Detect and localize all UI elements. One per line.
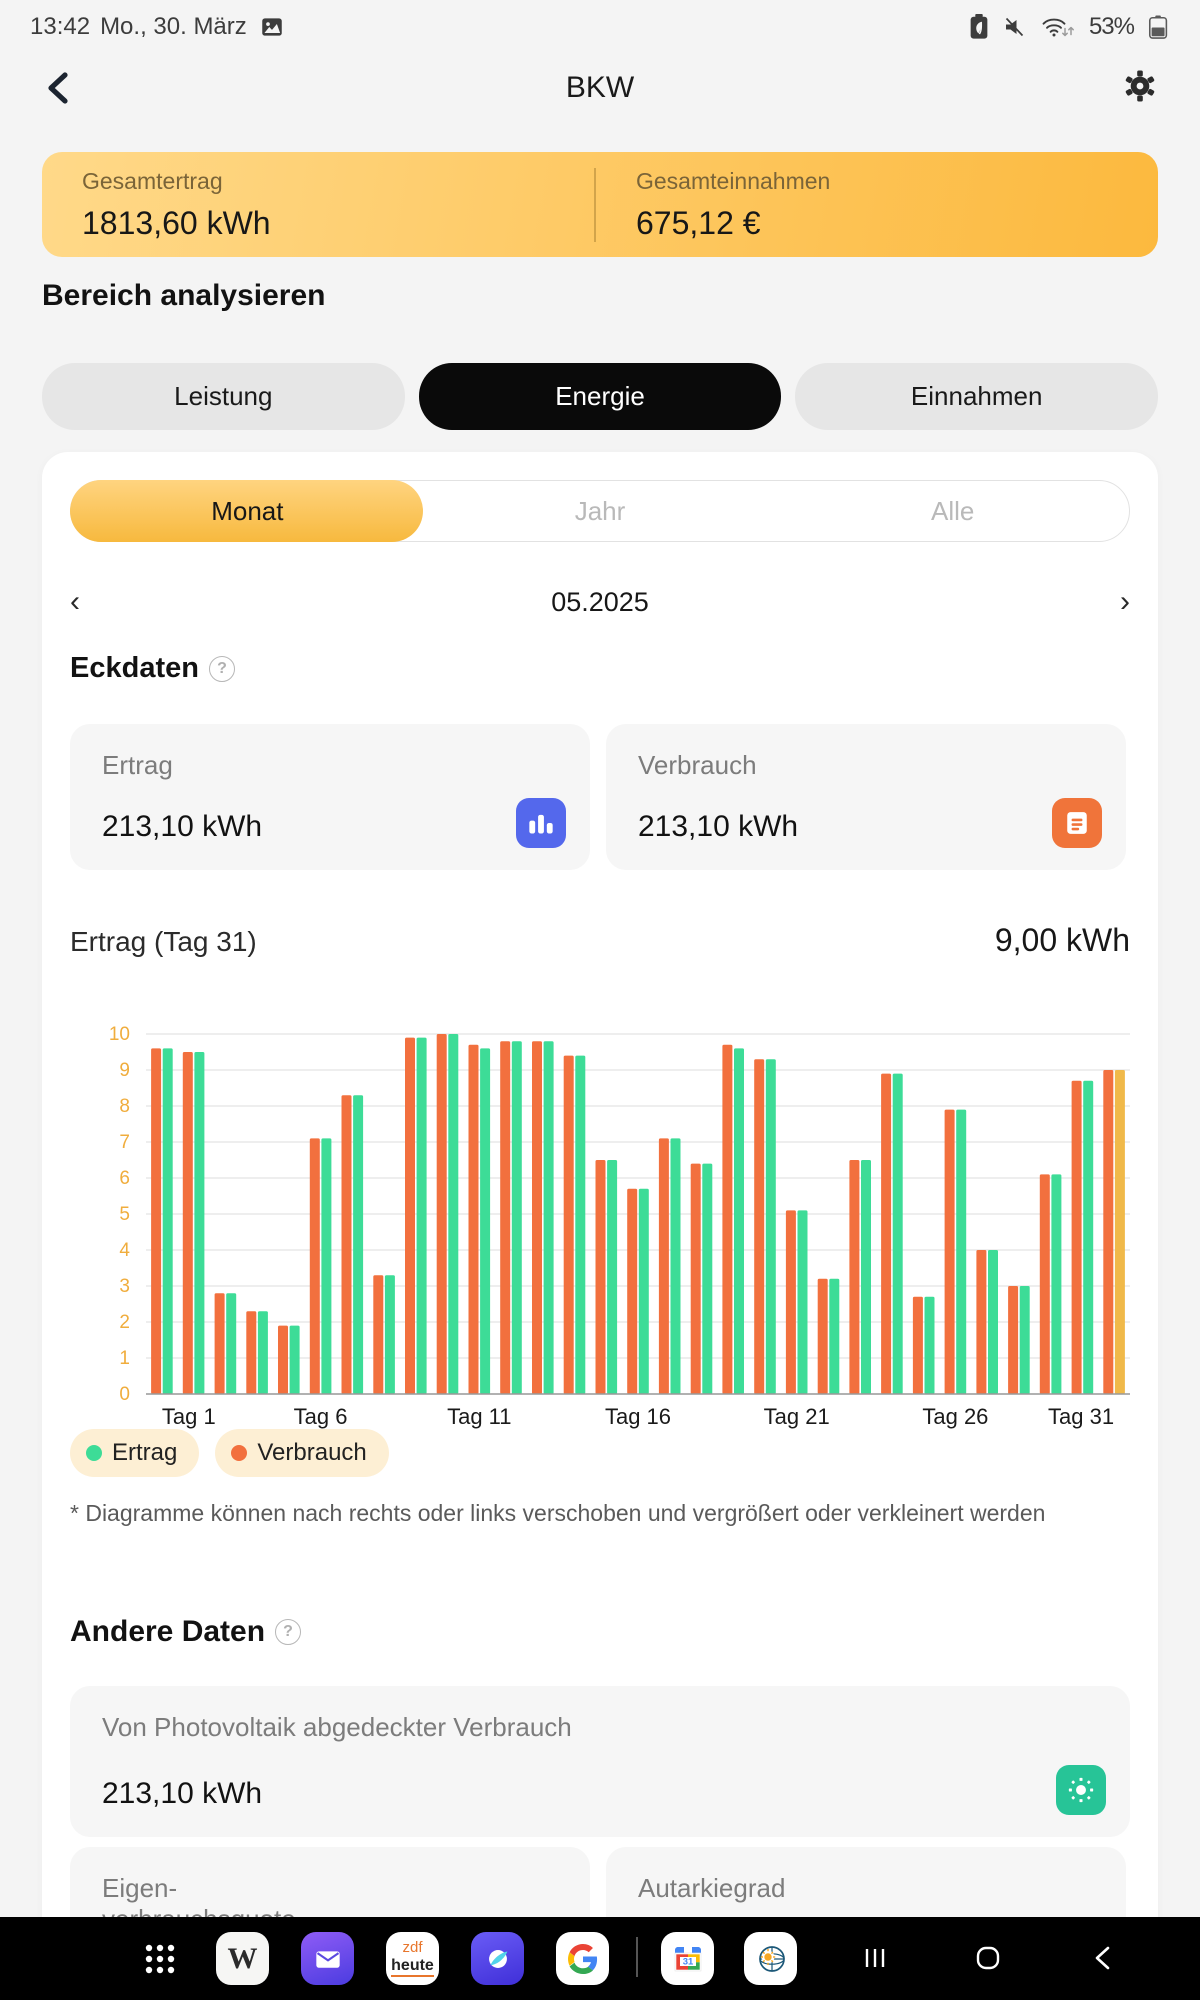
svg-text:6: 6 xyxy=(119,1168,130,1189)
svg-text:1: 1 xyxy=(119,1348,130,1369)
svg-text:10: 10 xyxy=(109,1024,130,1045)
svg-text:Tag 21: Tag 21 xyxy=(764,1404,830,1429)
svg-text:Tag 26: Tag 26 xyxy=(922,1404,988,1429)
svg-text:7: 7 xyxy=(119,1132,130,1153)
svg-text:2: 2 xyxy=(119,1312,130,1333)
svg-text:31: 31 xyxy=(682,1956,693,1967)
svg-text:Tag 11: Tag 11 xyxy=(447,1404,511,1429)
svg-text:3: 3 xyxy=(119,1276,130,1297)
svg-text:9: 9 xyxy=(119,1060,130,1081)
svg-text:5: 5 xyxy=(119,1204,130,1225)
svg-text:Tag 31: Tag 31 xyxy=(1048,1404,1114,1429)
svg-text:0: 0 xyxy=(119,1384,130,1405)
svg-text:Tag 6: Tag 6 xyxy=(294,1404,348,1429)
svg-text:Tag 16: Tag 16 xyxy=(605,1404,671,1429)
svg-text:8: 8 xyxy=(119,1096,130,1117)
svg-text:Tag 1: Tag 1 xyxy=(162,1404,216,1429)
svg-text:4: 4 xyxy=(119,1240,130,1261)
